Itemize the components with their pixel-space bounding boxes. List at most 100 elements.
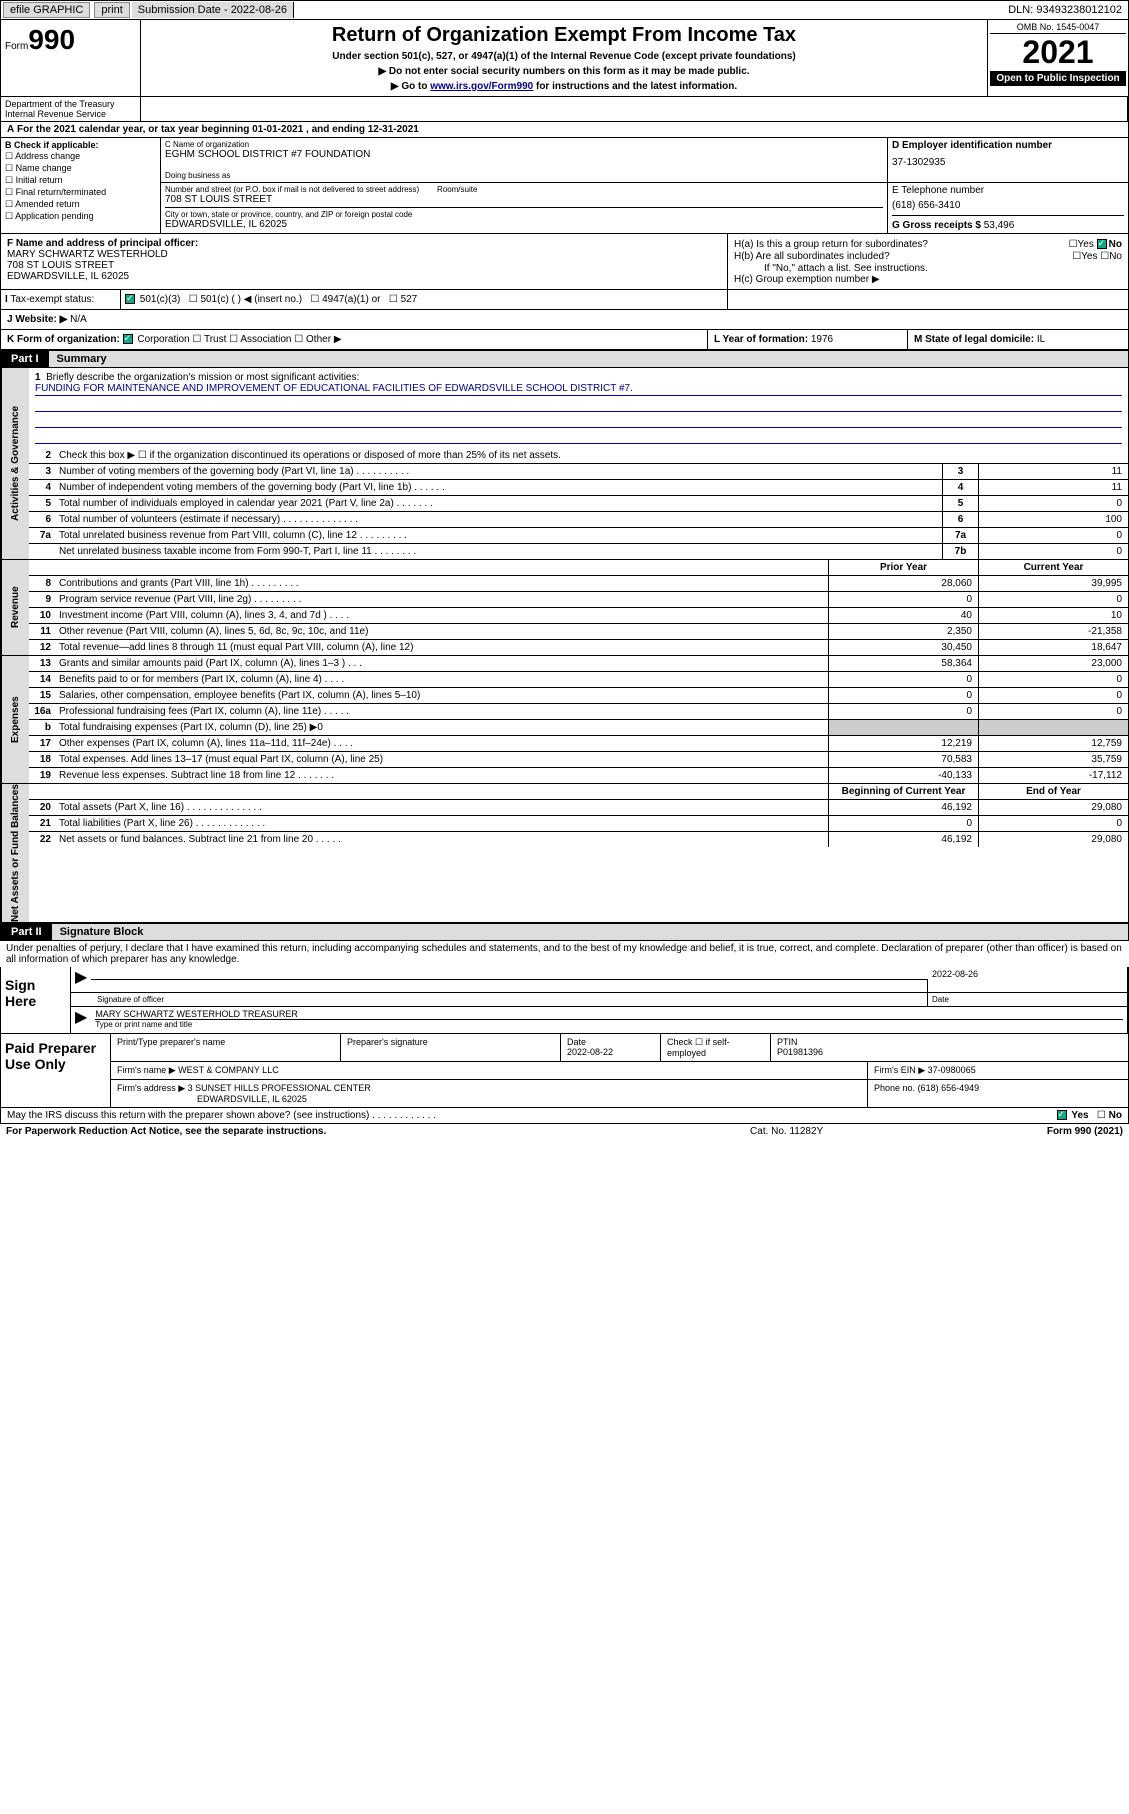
tab-gov: Activities & Governance: [1, 368, 29, 559]
year-formation: L Year of formation: 1976: [708, 330, 908, 349]
summary-net: Net Assets or Fund Balances Beginning of…: [0, 784, 1129, 923]
row12-c: 18,647: [978, 640, 1128, 655]
row4-val: 11: [978, 480, 1128, 495]
omb-number: OMB No. 1545-0047: [990, 22, 1126, 34]
submission-date: Submission Date - 2022-08-26: [132, 2, 294, 18]
part2-header: Part II Signature Block: [0, 923, 1129, 941]
hc-label: H(c) Group exemption number ▶: [734, 274, 1122, 285]
chk-corp[interactable]: [123, 334, 133, 344]
chk-501c3[interactable]: [125, 294, 135, 304]
row10-c: 10: [978, 608, 1128, 623]
tab-rev: Revenue: [1, 560, 29, 655]
part2-num: Part II: [1, 924, 52, 940]
chk-pending[interactable]: ☐ Application pending: [5, 211, 156, 222]
arrow-icon-2: ▶: [71, 1007, 91, 1033]
row16a-c: 0: [978, 704, 1128, 719]
row6-desc: Total number of volunteers (estimate if …: [55, 512, 942, 527]
row22-p: 46,192: [828, 832, 978, 847]
ha-label: H(a) Is this a group return for subordin…: [734, 239, 928, 250]
row3-desc: Number of voting members of the governin…: [55, 464, 942, 479]
col-b-checkboxes: B Check if applicable: ☐ Address change …: [1, 138, 161, 233]
row21-c: 0: [978, 816, 1128, 831]
chk-final[interactable]: ☐ Final return/terminated: [5, 187, 156, 198]
row11-c: -21,358: [978, 624, 1128, 639]
print-btn[interactable]: print: [94, 2, 129, 18]
dept-row: Department of the Treasury Internal Reve…: [0, 97, 1129, 122]
dept-treasury: Department of the Treasury Internal Reve…: [1, 97, 141, 121]
block-i-tax-exempt: I Tax-exempt status: 501(c)(3) ☐ 501(c) …: [0, 290, 1129, 310]
row16b-desc: Total fundraising expenses (Part IX, col…: [55, 720, 828, 735]
row13-p: 58,364: [828, 656, 978, 671]
form-prefix: Form: [5, 41, 28, 52]
row7b-val: 0: [978, 544, 1128, 559]
row14-desc: Benefits paid to or for members (Part IX…: [55, 672, 828, 687]
city-value: EDWARDSVILLE, IL 62025: [165, 219, 883, 230]
prep-c5: PTINP01981396: [771, 1034, 1128, 1061]
row21-p: 0: [828, 816, 978, 831]
footer-left: For Paperwork Reduction Act Notice, see …: [6, 1126, 526, 1137]
block-klm: K Form of organization: Corporation ☐ Tr…: [0, 330, 1129, 350]
row13-c: 23,000: [978, 656, 1128, 671]
hb-val: ☐Yes ☐No: [1072, 251, 1122, 262]
chk-initial[interactable]: ☐ Initial return: [5, 175, 156, 186]
hb-label: H(b) Are all subordinates included?: [734, 251, 890, 262]
officer-sig-line: [91, 979, 928, 992]
row10-p: 40: [828, 608, 978, 623]
efile-btn[interactable]: efile GRAPHIC: [3, 2, 90, 18]
block-bc: B Check if applicable: ☐ Address change …: [0, 138, 1129, 234]
form-number: 990: [28, 24, 75, 55]
paid-preparer-label: Paid Preparer Use Only: [1, 1034, 111, 1107]
chk-name[interactable]: ☐ Name change: [5, 163, 156, 174]
hc-right: [728, 290, 1128, 309]
page-footer: For Paperwork Reduction Act Notice, see …: [0, 1124, 1129, 1139]
row22-desc: Net assets or fund balances. Subtract li…: [55, 832, 828, 847]
footer-right: Form 990 (2021): [1047, 1126, 1123, 1137]
chk-address[interactable]: ☐ Address change: [5, 151, 156, 162]
block-fh: F Name and address of principal officer:…: [0, 234, 1129, 290]
row6-val: 100: [978, 512, 1128, 527]
row9-desc: Program service revenue (Part VIII, line…: [55, 592, 828, 607]
row19-c: -17,112: [978, 768, 1128, 783]
row8-desc: Contributions and grants (Part VIII, lin…: [55, 576, 828, 591]
row18-p: 70,583: [828, 752, 978, 767]
row15-desc: Salaries, other compensation, employee b…: [55, 688, 828, 703]
firm-phone-row: Phone no. (618) 656-4949: [868, 1080, 1128, 1107]
state-domicile: M State of legal domicile: IL: [908, 330, 1128, 349]
row5-val: 0: [978, 496, 1128, 511]
row16a-desc: Professional fundraising fees (Part IX, …: [55, 704, 828, 719]
dept-mid: [141, 97, 1128, 121]
signature-declaration: Under penalties of perjury, I declare th…: [0, 941, 1129, 967]
row19-desc: Revenue less expenses. Subtract line 18 …: [55, 768, 828, 783]
mission-text: FUNDING FOR MAINTENANCE AND IMPROVEMENT …: [35, 383, 1122, 396]
row8-c: 39,995: [978, 576, 1128, 591]
row20-c: 29,080: [978, 800, 1128, 815]
summary-gov: Activities & Governance 1 Briefly descri…: [0, 368, 1129, 560]
hdr-beg: Beginning of Current Year: [828, 784, 978, 799]
org-name: EGHM SCHOOL DISTRICT #7 FOUNDATION: [165, 149, 883, 160]
colb-header: B Check if applicable:: [5, 140, 156, 150]
phone-label: E Telephone number: [892, 185, 1124, 196]
row7b-desc: Net unrelated business taxable income fr…: [55, 544, 942, 559]
year-box: OMB No. 1545-0047 2021 Open to Public In…: [988, 20, 1128, 96]
row7a-desc: Total unrelated business revenue from Pa…: [55, 528, 942, 543]
block-j-website: J Website: ▶ N/A: [0, 310, 1129, 330]
col-c: C Name of organization EGHM SCHOOL DISTR…: [161, 138, 1128, 233]
officer-name: MARY SCHWARTZ WESTERHOLD: [7, 249, 168, 260]
firm-addr-row: Firm's address ▶ 3 SUNSET HILLS PROFESSI…: [111, 1080, 868, 1107]
row17-desc: Other expenses (Part IX, column (A), lin…: [55, 736, 828, 751]
tax-exempt-opts: 501(c)(3) ☐ 501(c) ( ) ◀ (insert no.) ☐ …: [121, 290, 728, 309]
hdr-prior: Prior Year: [828, 560, 978, 575]
row2: Check this box ▶ ☐ if the organization d…: [55, 448, 1128, 463]
title-box: Return of Organization Exempt From Incom…: [141, 20, 988, 96]
chk-amended[interactable]: ☐ Amended return: [5, 199, 156, 210]
irs-link[interactable]: www.irs.gov/Form990: [430, 81, 533, 92]
row15-p: 0: [828, 688, 978, 703]
public-inspection: Open to Public Inspection: [990, 71, 1126, 86]
prep-c1: Print/Type preparer's name: [111, 1034, 341, 1061]
hb-note: If "No," attach a list. See instructions…: [734, 263, 1122, 274]
form-of-org: K Form of organization: Corporation ☐ Tr…: [1, 330, 708, 349]
gross-receipts-value: 53,496: [984, 220, 1015, 231]
firm-ein-row: Firm's EIN ▶ 37-0980065: [868, 1062, 1128, 1079]
part1-header: Part I Summary: [0, 350, 1129, 368]
subtitle-3: ▶ Go to www.irs.gov/Form990 for instruct…: [145, 81, 983, 92]
